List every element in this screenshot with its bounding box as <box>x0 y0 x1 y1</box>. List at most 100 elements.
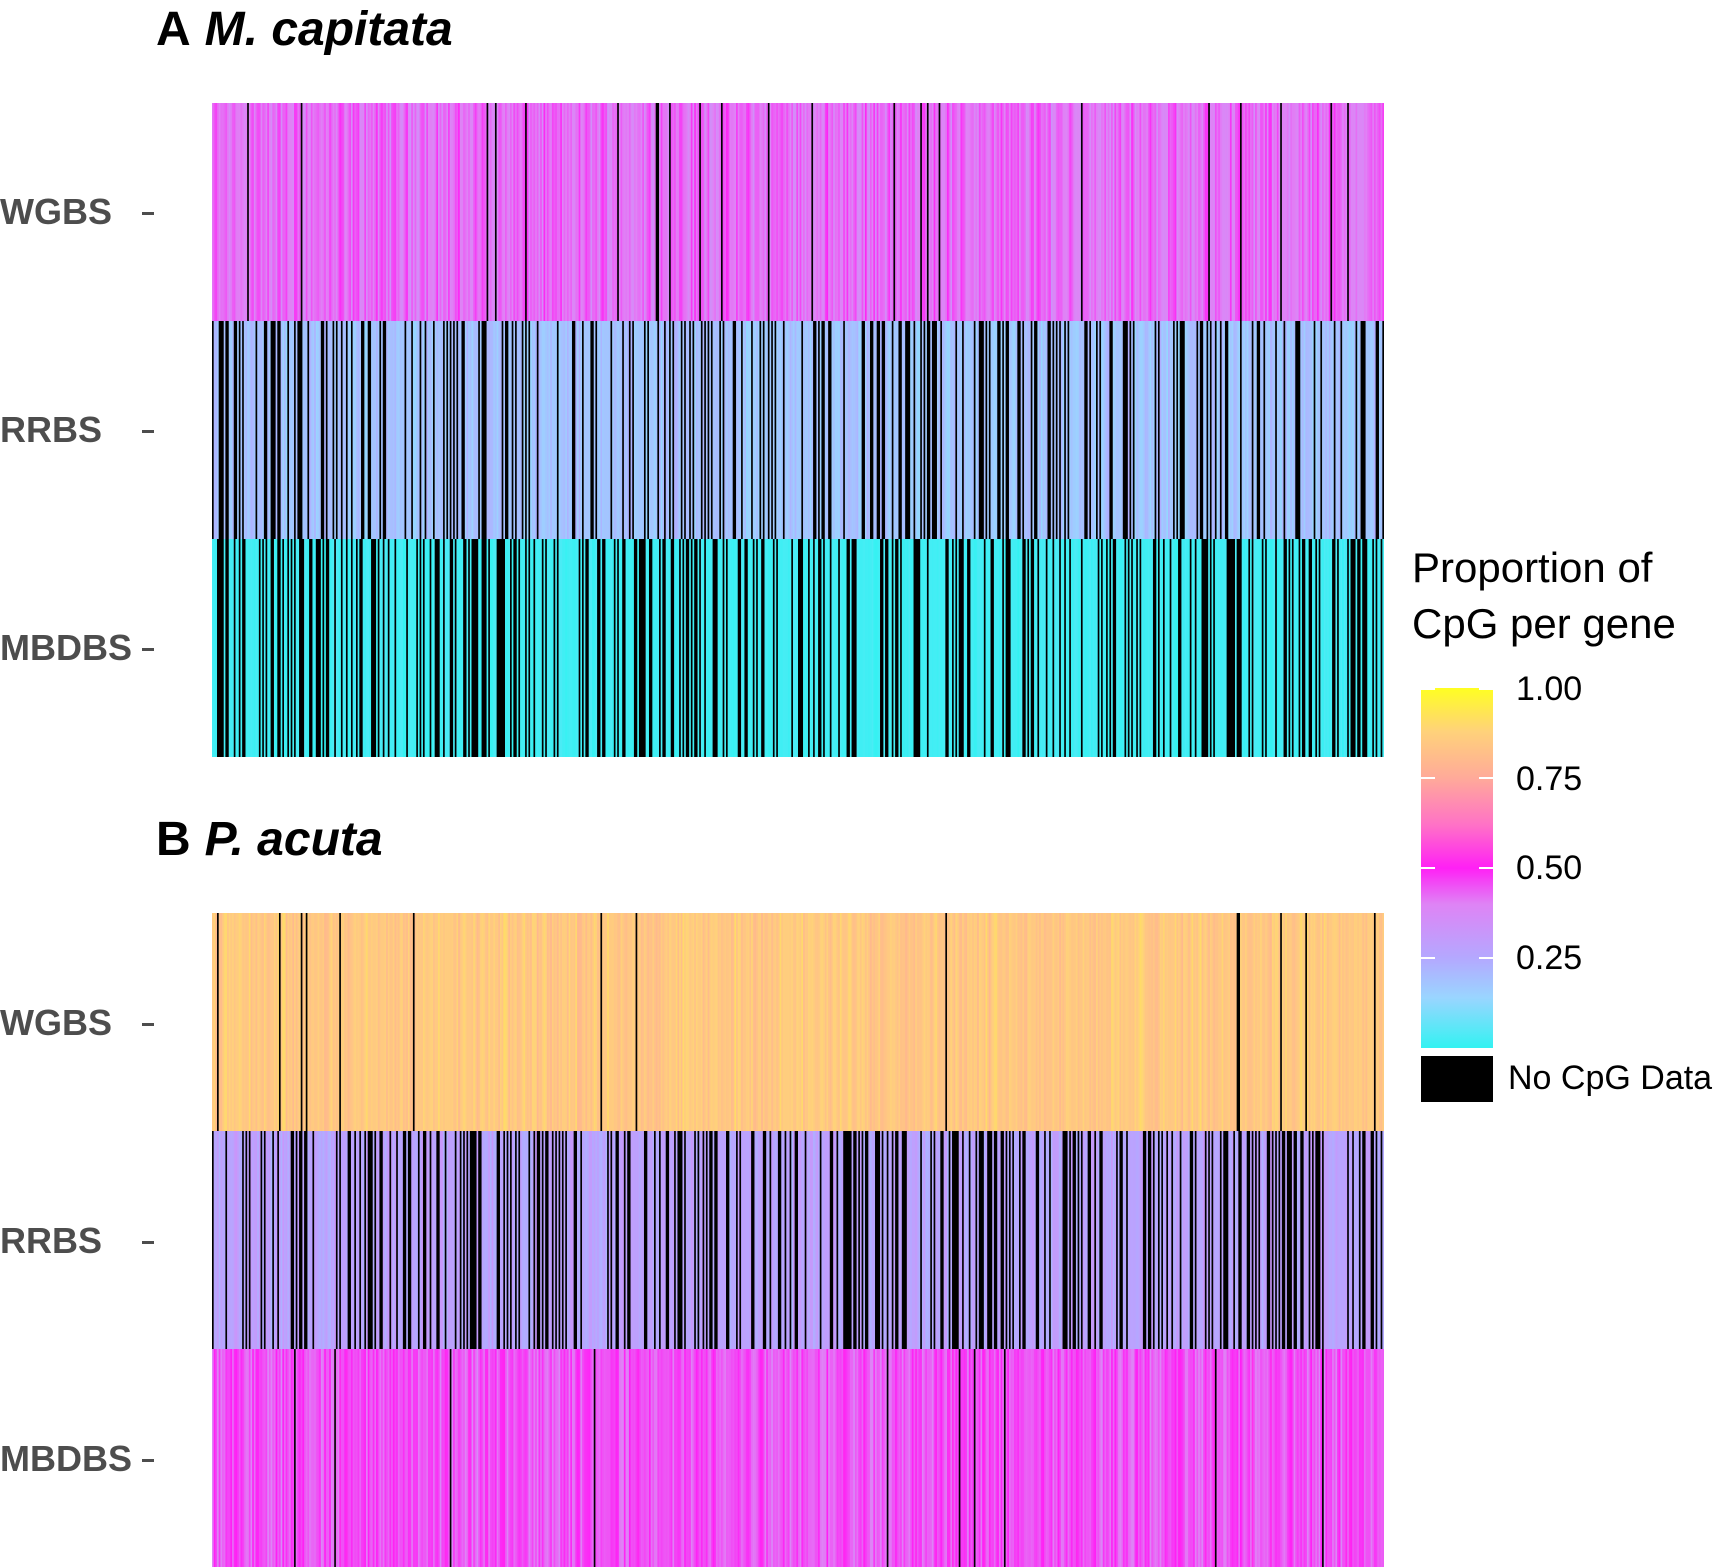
heatmap-cell <box>317 1349 320 1567</box>
heatmap-cell <box>1301 539 1305 757</box>
heatmap-cell <box>1373 1131 1377 1350</box>
heatmap-cell <box>456 1131 459 1350</box>
heatmap-cell <box>900 539 903 757</box>
heatmap-cell <box>943 539 946 757</box>
heatmap-cell <box>520 321 523 540</box>
heatmap-cell <box>886 539 890 757</box>
heatmap-cell <box>431 1349 434 1567</box>
heatmap-cell <box>849 913 853 1132</box>
heatmap-cell <box>329 1131 332 1350</box>
heatmap-cell <box>253 321 257 540</box>
heatmap-cell <box>1255 321 1258 540</box>
heatmap-cell <box>319 913 322 1132</box>
heatmap-cell <box>1141 103 1144 322</box>
heatmap-cell <box>714 321 717 540</box>
heatmap-cell <box>690 103 694 322</box>
heatmap-cell <box>228 103 232 322</box>
heatmap-cell <box>766 321 769 540</box>
heatmap-cell <box>699 321 702 540</box>
heatmap-cell <box>948 913 951 1132</box>
heatmap-cell <box>583 1131 586 1350</box>
heatmap-cell <box>1373 321 1377 540</box>
heatmap-cell <box>1065 103 1069 322</box>
heatmap-cell <box>1146 103 1149 322</box>
heatmap-cell <box>327 1349 330 1567</box>
heatmap-cell <box>489 539 493 757</box>
heatmap-cell <box>466 913 469 1132</box>
panel-a-letter: A <box>156 3 191 56</box>
heatmap-cell <box>1226 913 1229 1132</box>
heatmap-cell <box>228 913 232 1132</box>
heatmap-cell <box>1117 103 1121 322</box>
heatmap-cell <box>680 539 684 757</box>
heatmap-cell <box>665 321 668 540</box>
heatmap-cell <box>803 539 806 757</box>
heatmap-cell <box>421 1349 424 1567</box>
heatmap-cell <box>438 539 441 757</box>
heatmap-cell <box>294 1131 297 1350</box>
heatmap-cell <box>936 1349 940 1567</box>
heatmap-cell <box>342 1131 345 1350</box>
heatmap-cell <box>528 1131 531 1350</box>
heatmap-cell <box>1059 1349 1062 1567</box>
heatmap-cell <box>821 539 824 757</box>
heatmap-cell <box>387 539 391 757</box>
heatmap-cell <box>1348 103 1352 322</box>
heatmap-cell <box>645 1349 648 1567</box>
heatmap-cell <box>759 913 762 1132</box>
heatmap-cell <box>767 539 771 757</box>
heatmap-cell <box>1223 321 1226 540</box>
heatmap-cell <box>516 321 519 540</box>
heatmap-cell <box>568 321 571 540</box>
heatmap-cell <box>463 1131 466 1350</box>
heatmap-cell <box>262 539 265 757</box>
heatmap-cell <box>300 539 304 757</box>
heatmap-cell <box>638 913 642 1132</box>
heatmap-cell <box>1285 1349 1288 1567</box>
heatmap-cell <box>787 913 791 1132</box>
heatmap-cell <box>473 103 476 322</box>
heatmap-cell <box>654 321 657 540</box>
heatmap-cell <box>371 321 374 540</box>
heatmap-cell <box>565 913 568 1132</box>
heatmap-cell <box>498 321 501 540</box>
heatmap-cell <box>489 913 493 1132</box>
heatmap-cell <box>548 321 551 540</box>
heatmap-cell <box>468 1131 471 1350</box>
heatmap-cell <box>312 913 315 1132</box>
heatmap-m-capitata <box>212 103 1384 757</box>
heatmap-cell <box>1226 539 1229 757</box>
heatmap-cell <box>295 1131 298 1350</box>
heatmap-cell <box>950 1131 953 1350</box>
heatmap-cell <box>1293 1131 1296 1350</box>
heatmap-cell <box>833 539 836 757</box>
heatmap-cell <box>893 321 896 540</box>
heatmap-cell <box>325 321 329 540</box>
heatmap-cell <box>451 1131 454 1350</box>
heatmap-cell <box>414 1131 417 1350</box>
heatmap-cell <box>652 1131 655 1350</box>
heatmap-cell <box>523 539 526 757</box>
heatmap-cell <box>772 539 776 757</box>
heatmap-cell <box>1229 1131 1233 1350</box>
heatmap-cell <box>334 1131 337 1350</box>
heatmap-cell <box>501 1131 504 1350</box>
heatmap-cell <box>659 913 662 1132</box>
heatmap-cell <box>468 103 471 322</box>
heatmap-cell <box>471 539 474 757</box>
heatmap-cell <box>705 539 709 757</box>
heatmap-cell <box>466 1349 469 1567</box>
heatmap-cell <box>814 913 818 1132</box>
heatmap-cell <box>751 321 754 540</box>
heatmap-cell <box>588 913 591 1132</box>
heatmap-cell <box>1265 913 1268 1132</box>
heatmap-cell <box>747 1131 751 1350</box>
heatmap-cell <box>1152 1349 1156 1567</box>
heatmap-cell <box>372 913 375 1132</box>
heatmap-cell <box>242 1349 245 1567</box>
heatmap-cell <box>290 321 293 540</box>
heatmap-cell <box>1152 539 1156 757</box>
heatmap-cell <box>1141 913 1144 1132</box>
heatmap-cell <box>486 321 489 540</box>
heatmap-cell <box>781 913 784 1132</box>
